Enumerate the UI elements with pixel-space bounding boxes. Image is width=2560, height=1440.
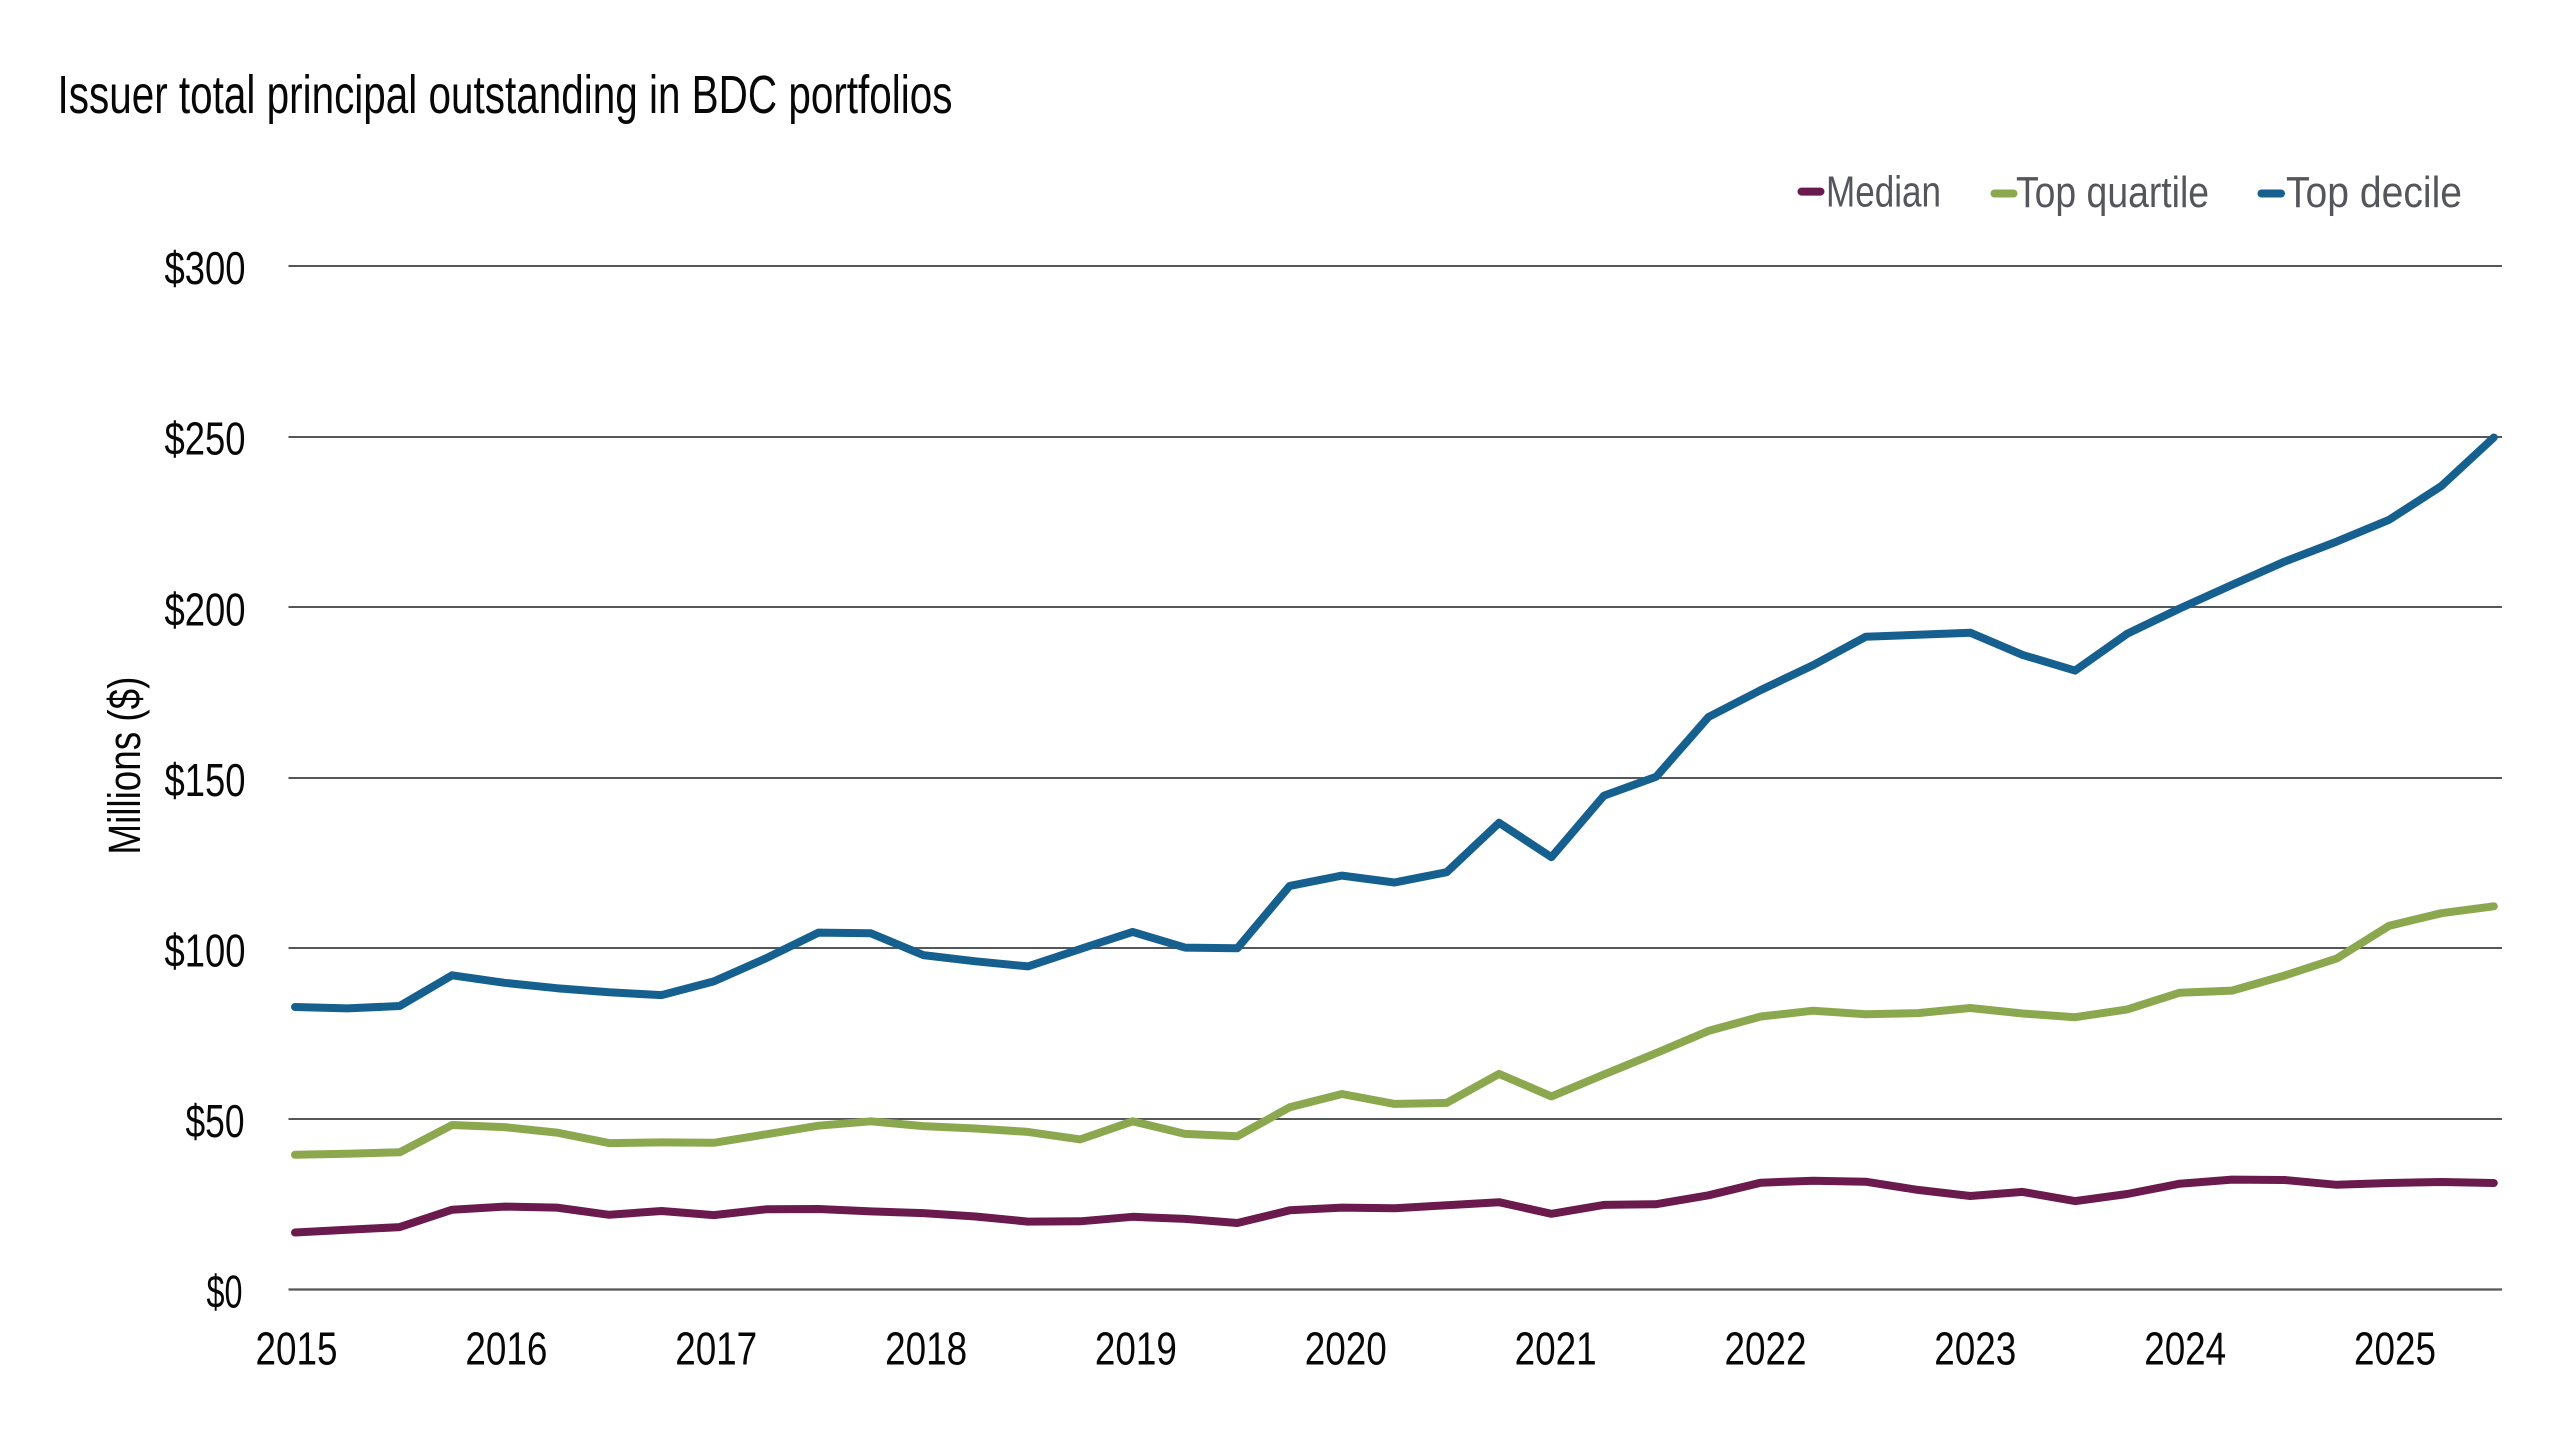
svg-text:Top quartile: Top quartile bbox=[2016, 168, 2209, 217]
svg-text:2019: 2019 bbox=[1095, 1323, 1177, 1375]
svg-text:2023: 2023 bbox=[1934, 1323, 2016, 1375]
svg-text:Millions ($): Millions ($) bbox=[99, 677, 150, 855]
svg-text:$250: $250 bbox=[165, 413, 246, 465]
svg-text:$50: $50 bbox=[186, 1095, 245, 1147]
svg-text:2020: 2020 bbox=[1305, 1323, 1387, 1375]
svg-text:2025: 2025 bbox=[2354, 1323, 2436, 1375]
svg-text:2015: 2015 bbox=[256, 1323, 338, 1375]
svg-text:$300: $300 bbox=[165, 242, 246, 294]
svg-text:Issuer total principal outstan: Issuer total principal outstanding in BD… bbox=[58, 65, 953, 125]
svg-text:2024: 2024 bbox=[2144, 1323, 2226, 1375]
svg-text:Median: Median bbox=[1826, 168, 1941, 217]
svg-text:2016: 2016 bbox=[465, 1323, 547, 1375]
svg-text:$150: $150 bbox=[165, 754, 246, 806]
svg-text:2021: 2021 bbox=[1515, 1323, 1597, 1375]
svg-text:$0: $0 bbox=[207, 1266, 243, 1318]
svg-text:2022: 2022 bbox=[1725, 1323, 1807, 1375]
svg-text:$200: $200 bbox=[165, 583, 246, 635]
svg-text:Top decile: Top decile bbox=[2286, 168, 2462, 217]
svg-text:2018: 2018 bbox=[885, 1323, 967, 1375]
svg-text:2017: 2017 bbox=[675, 1323, 757, 1375]
svg-text:$100: $100 bbox=[165, 925, 246, 977]
